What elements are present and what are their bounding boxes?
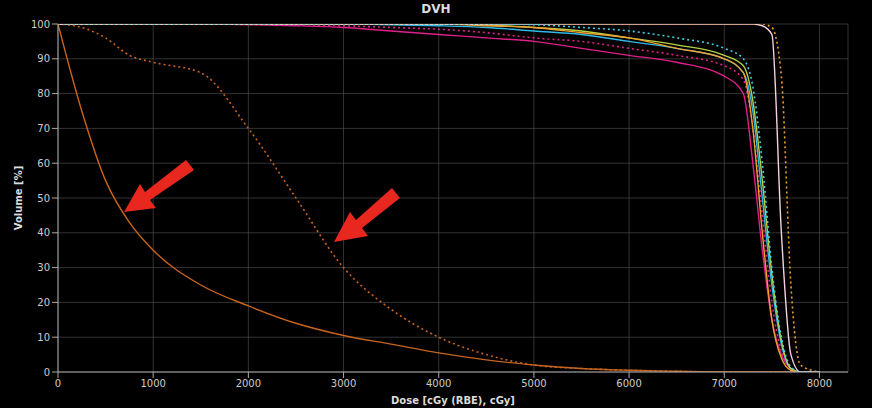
svg-text:60: 60 (37, 158, 50, 169)
svg-text:30: 30 (37, 262, 50, 273)
svg-text:8000: 8000 (807, 378, 832, 389)
svg-text:2000: 2000 (236, 378, 261, 389)
svg-text:5000: 5000 (521, 378, 546, 389)
svg-text:20: 20 (37, 297, 50, 308)
svg-text:10: 10 (37, 332, 50, 343)
svg-text:70: 70 (37, 123, 50, 134)
svg-text:4000: 4000 (426, 378, 451, 389)
svg-text:100: 100 (31, 19, 50, 30)
svg-text:50: 50 (37, 193, 50, 204)
svg-text:90: 90 (37, 53, 50, 64)
svg-text:40: 40 (37, 227, 50, 238)
svg-text:Dose [cGy (RBE), cGy]: Dose [cGy (RBE), cGy] (391, 395, 515, 406)
svg-text:1000: 1000 (140, 378, 165, 389)
html-text:DVH: DVH (421, 2, 451, 16)
svg-text:0: 0 (55, 378, 61, 389)
svg-text:7000: 7000 (712, 378, 737, 389)
svg-text:6000: 6000 (616, 378, 641, 389)
svg-text:0: 0 (44, 367, 50, 378)
svg-text:Volume [%]: Volume [%] (13, 166, 24, 230)
svg-text:3000: 3000 (331, 378, 356, 389)
svg-text:80: 80 (37, 88, 50, 99)
